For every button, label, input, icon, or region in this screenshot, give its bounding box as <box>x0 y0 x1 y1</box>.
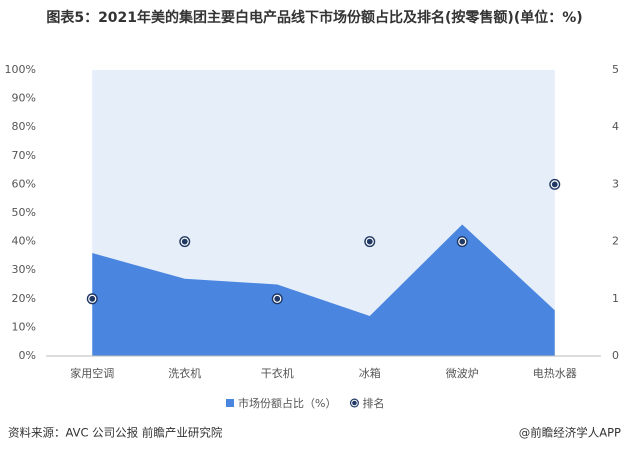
credit: @前瞻经济学人APP <box>519 426 621 440</box>
x-tick-label: 干衣机 <box>261 366 294 380</box>
y-tick-label: 20% <box>12 292 36 305</box>
y-tick-label: 80% <box>12 120 36 133</box>
rank-marker-ring <box>550 180 559 189</box>
y2-tick-label: 2 <box>612 235 619 248</box>
rank-marker-ring <box>180 237 189 246</box>
legend-swatch <box>226 399 234 407</box>
y-tick-label: 100% <box>5 63 36 76</box>
y-tick-label: 10% <box>12 320 36 333</box>
chart-title: 图表5：2021年美的集团主要白电产品线下市场份额占比及排名(按零售额)(单位：… <box>46 10 583 26</box>
y-tick-label: 40% <box>12 235 36 248</box>
legend-marker-ring <box>351 399 358 407</box>
rank-marker-ring <box>365 237 374 246</box>
area <box>92 224 555 356</box>
y-tick-label: 50% <box>12 206 36 219</box>
rank-marker-ring <box>88 294 97 303</box>
x-tick-label: 洗衣机 <box>168 366 201 380</box>
x-tick-label: 微波炉 <box>446 366 479 380</box>
y2-tick-label: 1 <box>612 292 619 305</box>
rank-marker-ring <box>273 294 282 303</box>
y-tick-label: 70% <box>12 149 36 162</box>
rank-marker-ring <box>458 237 467 246</box>
y-tick-label: 90% <box>12 92 36 105</box>
y2-tick-label: 0 <box>612 349 619 362</box>
legend-label: 排名 <box>362 396 384 410</box>
x-tick-label: 冰箱 <box>359 366 381 380</box>
y2-tick-label: 5 <box>612 63 619 76</box>
y-tick-label: 0% <box>19 349 36 362</box>
y2-tick-label: 4 <box>612 120 619 133</box>
source: 资料来源：AVC 公司公报 前瞻产业研究院 <box>8 426 223 440</box>
x-tick-label: 家用空调 <box>70 366 114 380</box>
y-tick-label: 30% <box>12 263 36 276</box>
y2-tick-label: 3 <box>612 177 619 190</box>
x-tick-label: 电热水器 <box>533 367 577 380</box>
legend-label: 市场份额占比（%） <box>238 396 336 410</box>
y-tick-label: 60% <box>12 177 36 190</box>
